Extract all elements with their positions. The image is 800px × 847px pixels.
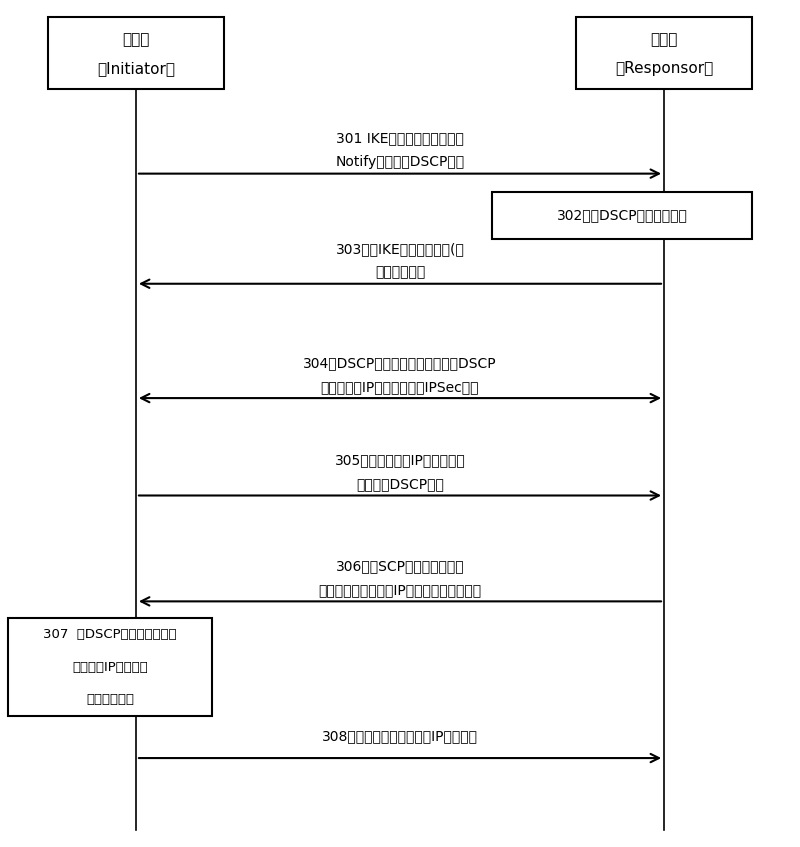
Text: 其中携带DSCP信息: 其中携带DSCP信息 xyxy=(356,477,444,491)
Bar xyxy=(8,618,212,716)
Text: 进行加密转换: 进行加密转换 xyxy=(86,693,134,706)
Text: 待加密的IP分组报文: 待加密的IP分组报文 xyxy=(72,661,148,673)
Text: 信息对应的IP分组报文建立IPSec隧道: 信息对应的IP分组报文建立IPSec隧道 xyxy=(321,379,479,394)
Text: 发起方: 发起方 xyxy=(122,32,150,47)
Text: 301 IKE匹配请求报文，通过: 301 IKE匹配请求报文，通过 xyxy=(336,131,464,146)
Text: 307  在DSCP匹配成功时，对: 307 在DSCP匹配成功时，对 xyxy=(43,628,177,641)
Text: 308发送进行加密转换后的IP分组报文: 308发送进行加密转换后的IP分组报文 xyxy=(322,728,478,743)
Text: （Responsor）: （Responsor） xyxy=(615,61,713,76)
Text: Notify载荷携带DSCP信息: Notify载荷携带DSCP信息 xyxy=(335,155,465,169)
Text: （Initiator）: （Initiator） xyxy=(97,61,175,76)
Bar xyxy=(48,17,224,89)
Text: 302获取DSCP信息进行匹配: 302获取DSCP信息进行匹配 xyxy=(557,208,687,223)
Text: 带匹配结果）: 带匹配结果） xyxy=(375,265,425,280)
Bar xyxy=(576,17,752,89)
Text: 303返回IKE匹配应答报文(携: 303返回IKE匹配应答报文(携 xyxy=(335,241,465,256)
Text: 并返回对应待加密的IP分组报文的响应消息: 并返回对应待加密的IP分组报文的响应消息 xyxy=(318,583,482,597)
Text: 306获取SCP信息进行匹配，: 306获取SCP信息进行匹配， xyxy=(336,559,464,573)
Bar xyxy=(492,192,752,239)
Text: 305发送待加密的IP分组报文，: 305发送待加密的IP分组报文， xyxy=(334,453,466,468)
Text: 304在DSCP信息匹配成功时，为该DSCP: 304在DSCP信息匹配成功时，为该DSCP xyxy=(303,356,497,370)
Text: 响应方: 响应方 xyxy=(650,32,678,47)
